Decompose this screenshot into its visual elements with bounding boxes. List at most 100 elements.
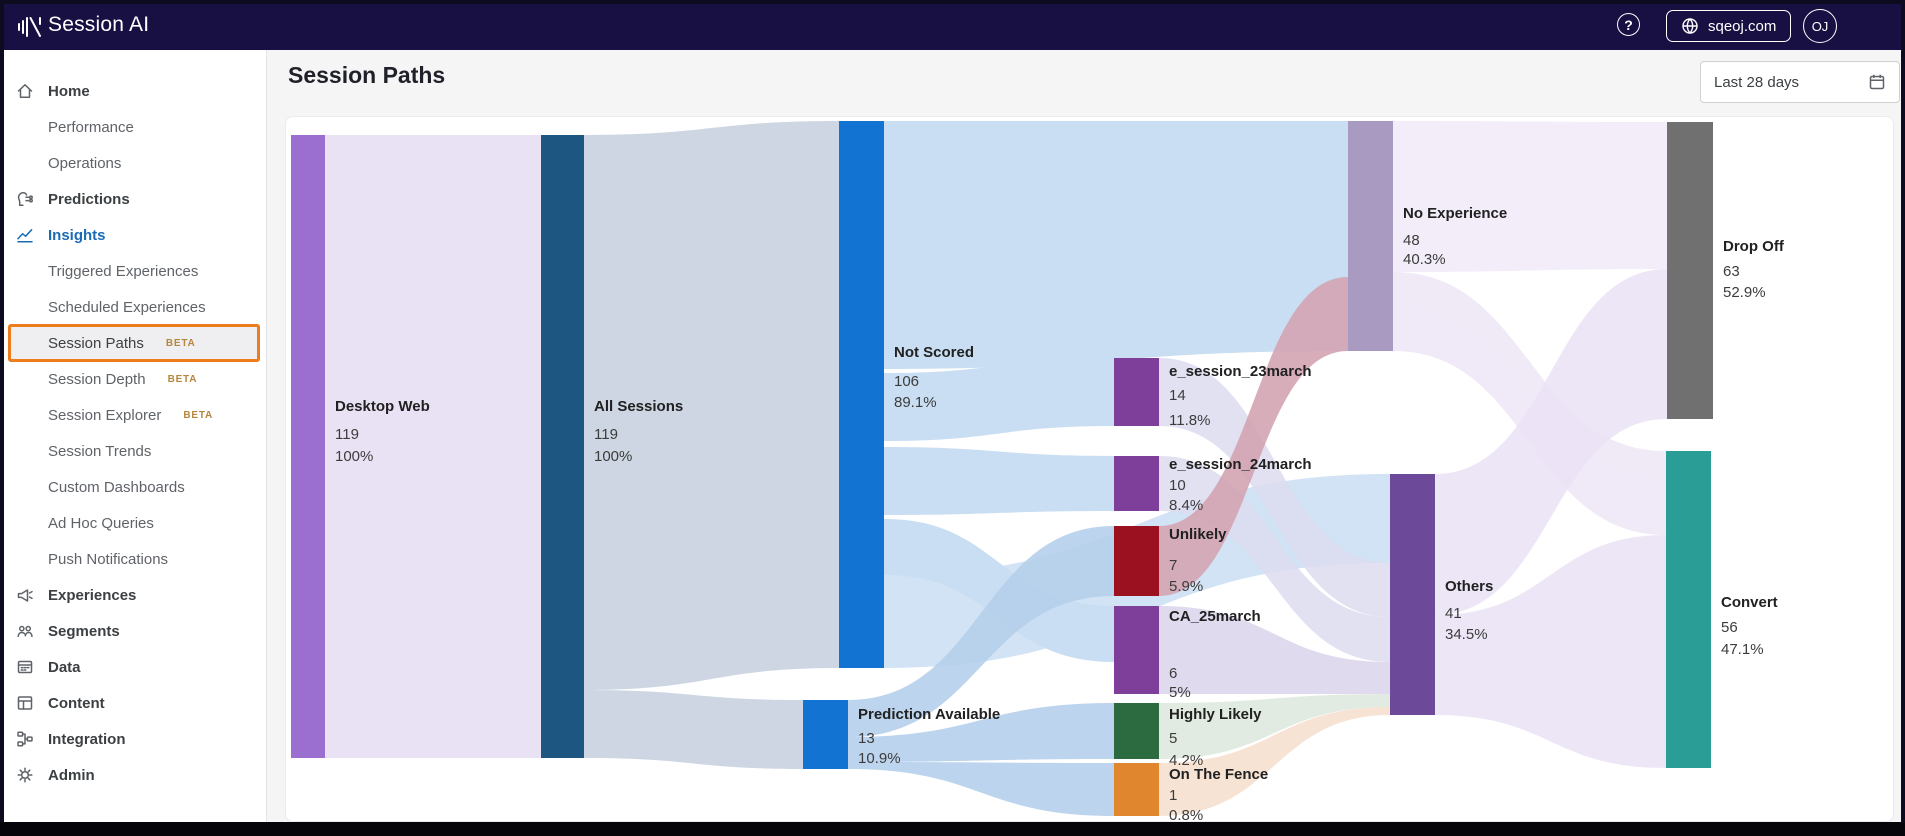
data-icon [14, 656, 36, 678]
sankey-label-drop-off: Drop Off [1723, 238, 1785, 255]
sankey-link-hl-oth[interactable] [1159, 694, 1390, 759]
app-title: Session AI [48, 13, 150, 36]
sankey-label-e-session-23march: 11.8% [1169, 412, 1210, 429]
domain-label: sqeoj.com [1708, 17, 1777, 35]
beta-badge: BETA [183, 409, 214, 421]
user-avatar[interactable]: OJ [1803, 9, 1837, 43]
sankey-link-noexp-conv[interactable] [1393, 272, 1666, 535]
sidebar-item-session-paths[interactable]: Session Paths BETA [8, 324, 260, 362]
sankey-label-prediction-available: Prediction Available [858, 706, 1000, 723]
sankey-label-others: 41 [1445, 605, 1462, 622]
sidebar-item-label: Predictions [48, 190, 130, 208]
sidebar-item-data[interactable]: Data [4, 649, 266, 685]
sidebar-item-label: Triggered Experiences [48, 262, 199, 280]
sankey-link-noexp-drop[interactable] [1393, 121, 1667, 272]
sankey-link-ns-e23[interactable] [884, 358, 1114, 441]
sankey-link-ns-noexp[interactable] [884, 121, 1348, 369]
sankey-label-on-the-fence: On The Fence [1169, 766, 1268, 783]
sankey-link-e23-oth[interactable] [1159, 358, 1390, 617]
sankey-label-highly-likely: 5 [1169, 730, 1177, 747]
sankey-label-on-the-fence: 0.8% [1169, 807, 1203, 821]
sankey-label-desktop-web: 100% [335, 448, 373, 465]
sankey-label-ca-25march: 6 [1169, 665, 1177, 682]
sidebar-item-session-explorer[interactable]: Session Explorer BETA [4, 397, 266, 433]
sidebar-item-content[interactable]: Content [4, 685, 266, 721]
sidebar-item-label: Session Trends [48, 442, 152, 460]
sankey-label-all-sessions: 100% [594, 448, 632, 465]
sidebar-item-ad-hoc-queries[interactable]: Ad Hoc Queries [4, 505, 266, 541]
sidebar-item-segments[interactable]: Segments [4, 613, 266, 649]
admin-icon [14, 764, 36, 786]
sankey-link-unl-noexp[interactable] [1159, 277, 1348, 596]
sankey-node-ca-25march[interactable] [1114, 606, 1159, 694]
sidebar-item-triggered-experiences[interactable]: Triggered Experiences [4, 253, 266, 289]
sankey-label-unlikely: Unlikely [1169, 526, 1227, 543]
sankey-chart-card: Desktop Web 119 100% All Sessions 119 100% Not… [285, 116, 1894, 822]
sankey-link-as-pa[interactable] [584, 690, 803, 769]
sankey-label-highly-likely: 4.2% [1169, 752, 1203, 769]
top-bar: Session AI ? sqeoj.com OJ [4, 4, 1901, 50]
sidebar-item-session-trends[interactable]: Session Trends [4, 433, 266, 469]
sankey-link-ca-oth[interactable] [1159, 606, 1390, 694]
sankey-node-highly-likely[interactable] [1114, 703, 1159, 759]
sidebar-item-label: Custom Dashboards [48, 478, 185, 496]
main-content: Session Paths Last 28 days Desktop Web 11… [267, 50, 1901, 822]
sankey-node-others[interactable] [1390, 474, 1435, 715]
sankey-label-desktop-web: 119 [335, 426, 359, 443]
sankey-link-pa-hl[interactable] [848, 703, 1114, 762]
date-range-picker[interactable]: Last 28 days [1700, 61, 1900, 103]
sankey-label-convert: 56 [1721, 619, 1738, 636]
sidebar-item-home[interactable]: Home [4, 73, 266, 109]
sankey-node-unlikely[interactable] [1114, 526, 1159, 596]
integration-icon [14, 728, 36, 750]
sidebar-item-experiences[interactable]: Experiences [4, 577, 266, 613]
sidebar-item-push-notifications[interactable]: Push Notifications [4, 541, 266, 577]
sidebar-item-insights[interactable]: Insights [4, 217, 266, 253]
sankey-node-no-experience[interactable] [1348, 121, 1393, 351]
sankey-node-e-session-24march[interactable] [1114, 456, 1159, 511]
sidebar-item-predictions[interactable]: Predictions [4, 181, 266, 217]
sidebar-item-scheduled-experiences[interactable]: Scheduled Experiences [4, 289, 266, 325]
domain-selector-button[interactable]: sqeoj.com [1666, 10, 1792, 42]
sankey-node-not-scored[interactable] [839, 121, 884, 668]
sankey-node-e-session-23march[interactable] [1114, 358, 1159, 426]
sankey-link-pa-otf[interactable] [848, 762, 1114, 816]
sankey-link-oth-drop[interactable] [1435, 269, 1667, 615]
sankey-label-drop-off: 63 [1723, 263, 1740, 280]
sankey-label-convert: 47.1% [1721, 641, 1764, 658]
sidebar-item-session-depth[interactable]: Session Depth BETA [4, 361, 266, 397]
sankey-link-pa-unl[interactable] [848, 526, 1114, 737]
sankey-node-on-the-fence[interactable] [1114, 763, 1159, 816]
sidebar-item-operations[interactable]: Operations [4, 145, 266, 181]
sankey-node-convert[interactable] [1666, 451, 1711, 768]
sankey-link-dw-as[interactable] [325, 135, 541, 758]
sankey-label-no-experience: 40.3% [1403, 251, 1446, 268]
help-button[interactable]: ? [1617, 13, 1640, 36]
sankey-label-drop-off: 52.9% [1723, 284, 1766, 301]
sankey-node-all-sessions[interactable] [541, 135, 584, 758]
sankey-link-as-ns[interactable] [584, 121, 839, 690]
sidebar-item-label: Home [48, 82, 90, 100]
sidebar-item-performance[interactable]: Performance [4, 109, 266, 145]
sankey-link-ns-e24[interactable] [884, 447, 1114, 515]
sankey-link-oth-conv[interactable] [1435, 535, 1666, 768]
sidebar-item-label: Performance [48, 118, 134, 136]
session-paths-sankey: Desktop Web 119 100% All Sessions 119 100% Not… [291, 121, 1785, 821]
sankey-label-desktop-web: Desktop Web [335, 398, 430, 415]
sankey-node-desktop-web[interactable] [291, 135, 325, 758]
sidebar-item-label: Session Explorer [48, 406, 162, 424]
sidebar-item-label: Session Paths [48, 334, 144, 352]
sidebar-item-integration[interactable]: Integration [4, 721, 266, 757]
sidebar-item-custom-dashboards[interactable]: Custom Dashboards [4, 469, 266, 505]
sankey-node-drop-off[interactable] [1667, 122, 1713, 419]
avatar-initials: OJ [1811, 18, 1829, 34]
sidebar-item-label: Segments [48, 622, 120, 640]
sankey-label-not-scored: Not Scored [894, 344, 974, 361]
sankey-label-prediction-available: 13 [858, 730, 875, 747]
help-icon: ? [1624, 16, 1633, 33]
calendar-icon [1869, 74, 1885, 90]
sankey-node-prediction-available[interactable] [803, 700, 848, 769]
sankey-label-convert: Convert [1721, 594, 1778, 611]
sidebar-item-admin[interactable]: Admin [4, 757, 266, 793]
sankey-link-otf-oth[interactable] [1159, 707, 1390, 816]
